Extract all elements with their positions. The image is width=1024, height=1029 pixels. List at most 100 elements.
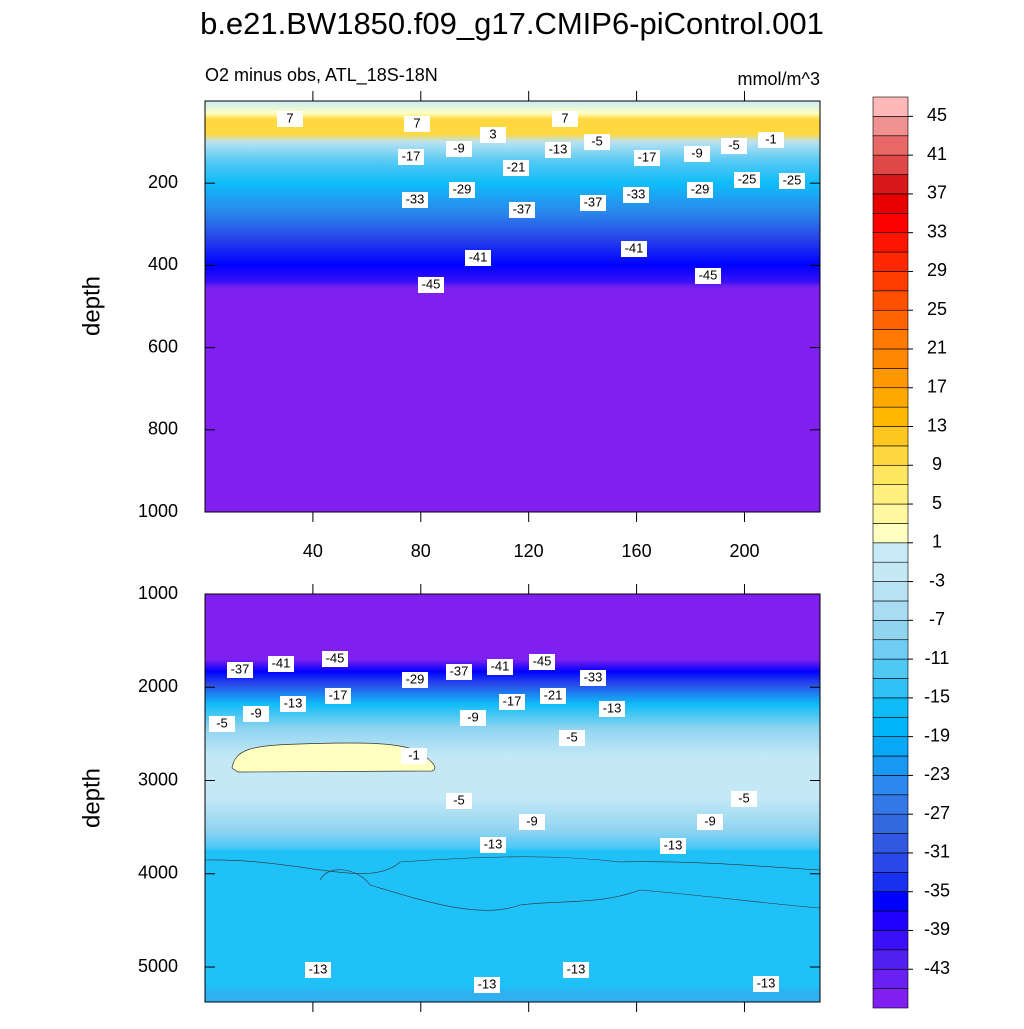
colorbar-box <box>872 930 909 951</box>
colorbar-box <box>872 600 909 621</box>
contour-label: -29 <box>406 671 425 686</box>
contour-label: -9 <box>691 145 703 160</box>
colorbar-box <box>872 426 909 447</box>
colorbar-box <box>872 464 909 485</box>
contour-label-box <box>559 730 585 746</box>
contour-label-box <box>268 656 294 672</box>
contour-label-box <box>623 187 649 203</box>
contour-label: -45 <box>326 650 345 665</box>
contour-label: -33 <box>627 186 646 201</box>
colorbar-box <box>872 736 909 757</box>
contour-label: -33 <box>406 191 425 206</box>
contour-label-box <box>540 688 566 704</box>
contour-label: 7 <box>561 110 568 125</box>
colorbar-tick-label: -15 <box>924 687 950 707</box>
contour-line <box>319 869 821 911</box>
contour-label: 3 <box>489 126 496 141</box>
contour-label: -37 <box>584 194 603 209</box>
contour-label: -13 <box>478 976 497 991</box>
colorbar-box <box>872 872 909 893</box>
contour-label: -5 <box>453 792 465 807</box>
colorbar-box <box>872 251 909 272</box>
contour-label-box <box>599 701 625 717</box>
contour-label-box <box>753 976 779 992</box>
contour-label: -5 <box>728 137 740 152</box>
contour-label-box <box>684 146 710 162</box>
contour-label: -17 <box>402 148 421 163</box>
contour-label-box <box>480 837 506 853</box>
chart-title: b.e21.BW1850.f09_g17.CMIP6-piControl.001 <box>200 6 824 41</box>
contour-label: 7 <box>286 110 293 125</box>
contour-label-box <box>322 651 348 667</box>
contour-label-box <box>487 659 513 675</box>
colorbar-tick-label: -31 <box>924 842 950 862</box>
contour-label-box <box>277 111 303 127</box>
contour-label: -21 <box>507 159 526 174</box>
contour-label-box <box>418 277 444 293</box>
contour-label-box <box>404 116 430 132</box>
contour-label: 7 <box>413 115 420 130</box>
colorbar-box <box>872 833 909 854</box>
contour-label-box <box>758 132 784 148</box>
subtitle: O2 minus obs, ATL_18S-18N <box>205 65 438 86</box>
contour-label: -41 <box>491 658 510 673</box>
colorbar-box <box>872 232 909 253</box>
contour-label-box <box>731 791 757 807</box>
contour-label-box <box>721 138 747 154</box>
y-tick-label: 1000 <box>138 583 178 603</box>
colorbar-box <box>872 949 909 970</box>
colorbar-tick-label: 17 <box>927 376 947 396</box>
colorbar-tick-label: -23 <box>924 764 950 784</box>
contour-label: -41 <box>272 655 291 670</box>
contour-label: -13 <box>484 836 503 851</box>
contour-label-box <box>325 688 351 704</box>
contour-label-box <box>580 670 606 686</box>
contour-label-box <box>529 654 555 670</box>
contour-label: -45 <box>533 653 552 668</box>
y-tick-label: 4000 <box>138 863 178 883</box>
contour-label-box <box>398 149 424 165</box>
contour-label-box <box>449 182 475 198</box>
y-tick-label: 800 <box>148 419 178 439</box>
contour-label-box <box>545 142 571 158</box>
contour-label: -13 <box>603 700 622 715</box>
colorbar-tick-label: -35 <box>924 880 950 900</box>
contour-label-box <box>734 172 760 188</box>
colorbar-box <box>872 135 909 156</box>
colorbar-box <box>872 910 909 931</box>
y-tick-label: 600 <box>148 336 178 356</box>
colorbar-box <box>872 697 909 718</box>
contour-label: -37 <box>450 663 469 678</box>
colorbar-box <box>872 716 909 737</box>
y-tick-label: 400 <box>148 254 178 274</box>
contour-label-box <box>697 814 723 830</box>
y-tick-label: 3000 <box>138 769 178 789</box>
contour-label: -45 <box>422 276 441 291</box>
contour-label-box <box>243 706 269 722</box>
colorbar-tick-label: 5 <box>932 493 942 513</box>
colorbar-tick-label: 33 <box>927 221 947 241</box>
colorbar-box <box>872 581 909 602</box>
contour-label-box <box>460 710 486 726</box>
colorbar-box <box>872 968 909 989</box>
colorbar-box <box>872 891 909 912</box>
contour-label: -29 <box>453 181 472 196</box>
colorbar-box <box>872 813 909 834</box>
contour-label: -5 <box>566 729 578 744</box>
contour-label: -17 <box>503 693 522 708</box>
contour-label-box <box>280 696 306 712</box>
colorbar-tick-label: -27 <box>924 803 950 823</box>
contour-label-box <box>634 150 660 166</box>
contour-label-box <box>209 716 235 732</box>
colorbar-tick-label: -43 <box>924 958 950 978</box>
colorbar-box <box>872 620 909 641</box>
colorbar-box <box>872 348 909 369</box>
colorbar-box <box>872 988 909 1009</box>
colorbar-box <box>872 445 909 466</box>
y-tick-label: 5000 <box>138 956 178 976</box>
colorbar-box <box>872 271 909 292</box>
plot-frame <box>204 593 821 1003</box>
y-tick-label: 200 <box>148 172 178 192</box>
contour-label-box <box>503 160 529 176</box>
colorbar-box <box>872 658 909 679</box>
